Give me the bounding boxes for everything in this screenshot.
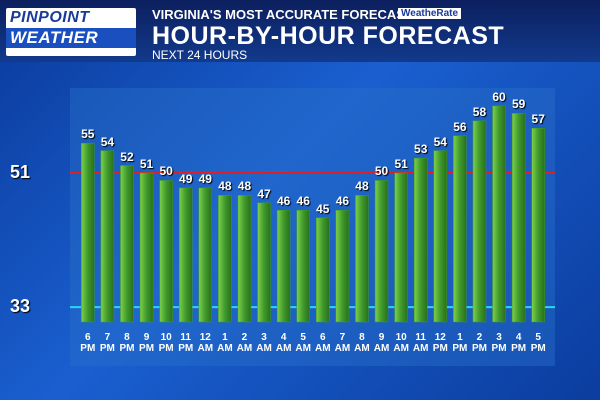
bar [81,142,95,323]
bar [178,187,193,323]
value-label: 46 [296,194,310,209]
value-label: 48 [237,179,252,194]
tagline: VIRGINIA'S MOST ACCURATE FORECAST [152,7,413,22]
reference-label: 51 [10,161,31,182]
value-label: 55 [81,127,95,142]
bar [472,120,487,323]
x-tick-label: 1 AM [217,332,233,354]
value-label: 46 [276,194,291,209]
badge: WeatheRate [398,8,462,19]
value-label: 47 [257,186,271,201]
bar [100,150,115,323]
value-label: 49 [198,171,212,186]
x-tick-label: 9 AM [373,332,390,354]
x-tick-label: 9 PM [139,332,155,354]
value-label: 51 [139,156,154,171]
x-tick-label: 11 AM [412,332,429,354]
x-tick-label: 8 PM [119,332,135,354]
x-tick-label: 11 PM [178,332,194,354]
x-tick-label: 10 PM [158,332,174,354]
reference-label: 33 [10,296,31,317]
bar [433,150,448,323]
value-label: 51 [394,156,408,171]
x-tick-label: 6 PM [80,332,96,354]
chart-subtitle: NEXT 24 HOURS [152,48,248,62]
bar [237,195,252,323]
x-tick-label: 8 AM [354,332,370,354]
value-label: 50 [374,164,389,179]
value-label: 56 [453,119,467,134]
x-tick-label: 5 AM [295,332,311,354]
x-tick-label: 10 AM [393,332,409,354]
logo: PINPOINT WEATHER [6,8,136,56]
bar [296,209,310,323]
brand-line: WEATHER [6,28,136,48]
bar [198,187,213,323]
bar [394,172,408,323]
value-label: 53 [414,142,428,157]
value-label: 48 [218,179,232,194]
bar [531,128,545,323]
value-label: 49 [179,171,193,186]
value-label: 59 [511,97,526,112]
bar [316,217,330,323]
bar [453,135,467,323]
x-tick-label: 4 AM [275,332,292,354]
bar [139,172,154,323]
x-tick-label: 7 AM [334,332,351,354]
value-label: 48 [355,179,369,194]
value-label: 45 [316,201,330,216]
bar [492,105,506,323]
value-label: 50 [159,164,173,179]
value-label: 58 [472,104,487,119]
bar [335,209,350,323]
bar [276,209,291,323]
x-tick-label: 5 PM [530,332,546,354]
bar [120,165,134,323]
bar [355,195,369,323]
x-tick-label: 3 AM [256,332,272,354]
chart-title: HOUR-BY-HOUR FORECAST [152,22,505,50]
value-label: 54 [433,134,447,149]
x-tick-label: 4 PM [511,332,527,354]
bar [218,195,232,323]
x-tick-label: 6 AM [315,332,331,354]
brand-line: PINPOINT [10,9,90,26]
x-tick-label: 2 AM [236,332,253,354]
bar [159,180,173,323]
bar [257,202,271,323]
x-tick-label: 12 PM [432,332,448,354]
x-tick-label: 1 PM [452,332,468,354]
x-tick-label: 12 AM [197,332,214,354]
bar [511,113,526,323]
x-tick-label: 2 PM [471,332,487,354]
value-label: 60 [492,89,506,104]
bar [413,157,428,323]
value-label: 54 [100,134,115,149]
value-label: 46 [335,194,350,209]
bar [374,180,389,323]
value-label: 57 [531,112,545,127]
x-tick-label: 3 PM [491,332,507,354]
value-label: 52 [120,149,134,164]
x-tick-label: 7 PM [99,332,115,354]
